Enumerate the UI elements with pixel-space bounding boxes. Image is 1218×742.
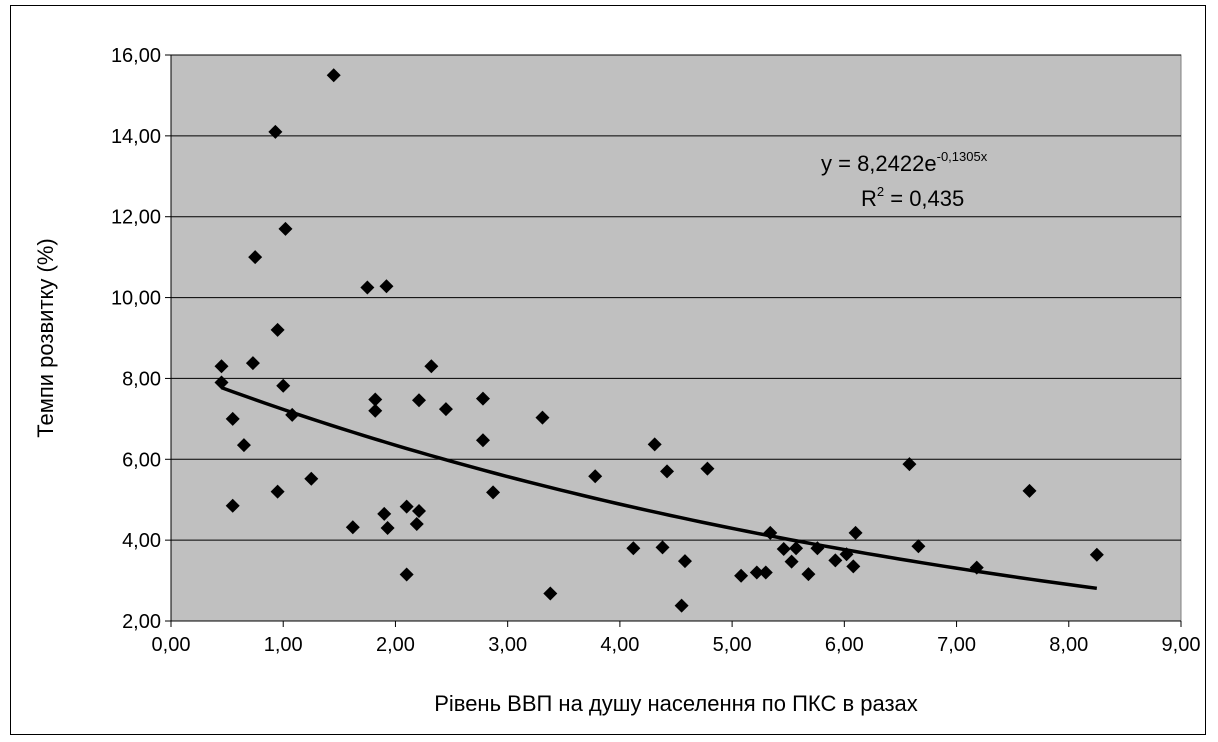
y-tick-label: 12,00	[111, 207, 161, 229]
data-point	[245, 356, 260, 371]
trend-line	[220, 385, 1098, 591]
data-point	[839, 547, 854, 562]
y-axis: 2,00 4,00 6,00 8,00 10,00 12,00 14,00 16,00	[111, 45, 172, 633]
y-axis-title: Темпи розвитку (%)	[33, 238, 58, 437]
data-point	[360, 280, 375, 295]
data-point	[647, 437, 662, 452]
data-point	[475, 433, 490, 448]
data-point	[236, 438, 251, 453]
data-point	[969, 560, 984, 575]
data-point	[588, 469, 603, 484]
y-tick-label: 2,00	[122, 611, 161, 633]
x-tick-label: 6,00	[825, 634, 864, 656]
trendline-equation: y = 8,2422e-0,1305x	[821, 149, 988, 176]
y-tick-label: 8,00	[122, 368, 161, 390]
data-point	[345, 520, 360, 535]
grid-lines	[171, 54, 1181, 541]
data-point	[486, 485, 501, 500]
x-axis: 0,00 1,00 2,00 3,00 4,00 5,00 6,00 7,00 8,00 9,00	[152, 620, 1201, 656]
data-point	[270, 322, 285, 337]
data-point	[285, 407, 300, 422]
data-point	[377, 506, 392, 521]
data-point	[848, 525, 863, 540]
data-point	[368, 403, 383, 418]
data-point	[248, 250, 263, 265]
data-point	[368, 392, 383, 407]
x-tick-label: 3,00	[488, 634, 527, 656]
data-point	[438, 402, 453, 417]
data-point	[535, 410, 550, 425]
data-point	[911, 539, 926, 554]
x-axis-title: Рівень ВВП на душу населення по ПКС в ра…	[434, 691, 918, 716]
data-point	[268, 124, 283, 139]
data-point	[225, 498, 240, 513]
data-point	[626, 541, 641, 556]
data-point	[660, 464, 675, 479]
data-point	[214, 359, 229, 374]
data-point	[749, 565, 764, 580]
x-tick-label: 0,00	[152, 634, 191, 656]
data-point	[276, 378, 291, 393]
data-point	[776, 542, 791, 557]
data-point	[214, 375, 229, 390]
data-point	[399, 567, 414, 582]
x-tick-label: 9,00	[1162, 634, 1201, 656]
x-tick-label: 1,00	[264, 634, 303, 656]
data-point	[424, 359, 439, 374]
data-point	[789, 541, 804, 556]
data-point	[1089, 547, 1104, 562]
data-point	[543, 586, 558, 601]
plot-area	[170, 54, 1182, 622]
data-point	[846, 559, 861, 574]
x-tick-label: 7,00	[937, 634, 976, 656]
data-point	[1022, 483, 1037, 498]
x-tick-label: 5,00	[713, 634, 752, 656]
data-point	[380, 521, 395, 536]
data-point	[475, 391, 490, 406]
data-point	[801, 567, 816, 582]
data-point	[810, 541, 825, 556]
scatter-chart: 0,00 1,00 2,00 3,00 4,00 5,00 6,00 7,00 8,00 9,00…	[33, 45, 1201, 716]
data-point	[758, 565, 773, 580]
data-point	[399, 499, 414, 514]
x-tick-label: 4,00	[600, 634, 639, 656]
y-tick-label: 4,00	[122, 530, 161, 552]
y-tick-label: 6,00	[122, 449, 161, 471]
r-squared-label: R2 = 0,435	[861, 184, 964, 211]
data-point	[278, 221, 293, 236]
data-point	[225, 411, 240, 426]
data-point	[700, 461, 715, 476]
data-point	[655, 540, 670, 555]
x-tick-label: 8,00	[1049, 634, 1088, 656]
data-point	[412, 504, 427, 519]
data-point	[784, 554, 799, 569]
data-point	[734, 568, 749, 583]
data-point	[674, 598, 689, 613]
y-tick-label: 16,00	[111, 45, 161, 67]
data-point	[326, 68, 341, 83]
data-point	[828, 553, 843, 568]
x-tick-label: 2,00	[376, 634, 415, 656]
y-tick-label: 10,00	[111, 288, 161, 310]
data-point	[270, 484, 285, 499]
y-tick-label: 14,00	[111, 126, 161, 148]
data-point	[304, 471, 319, 486]
data-point	[902, 457, 917, 472]
data-point	[379, 279, 394, 294]
data-point	[409, 516, 424, 531]
data-point	[412, 393, 427, 408]
chart-frame: 0,00 1,00 2,00 3,00 4,00 5,00 6,00 7,00 8,00 9,00…	[10, 5, 1206, 735]
data-point	[763, 525, 778, 540]
data-point	[677, 554, 692, 569]
data-points	[214, 68, 1104, 613]
